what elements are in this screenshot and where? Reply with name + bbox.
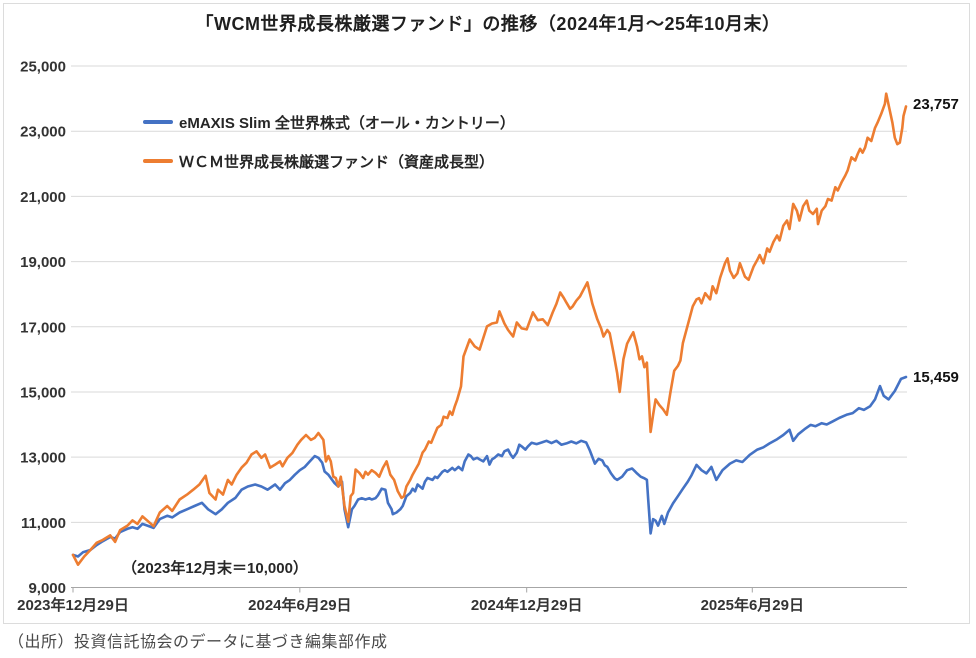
wcm-series-line: [71, 92, 908, 567]
wcm-end-value-label: 23,757: [913, 96, 959, 113]
legend-label-wcm: ＷＣＭ世界成長株厳選ファンド（資産成長型）: [179, 153, 495, 171]
x-axis-label: 2023年12月29日: [17, 596, 129, 614]
y-axis-label: 19,000: [20, 254, 66, 271]
baseline-annotation: （2023年12月末＝10,000）: [122, 560, 308, 577]
y-axis-label: 13,000: [20, 450, 66, 467]
x-axis-label: 2025年6月29日: [701, 596, 804, 614]
source-note: （出所）投資信託協会のデータに基づき編集部作成: [8, 634, 388, 651]
series-lines: [71, 92, 908, 567]
x-axis-label: 2024年6月29日: [248, 596, 351, 614]
legend-label-emaxis: eMAXIS Slim 全世界株式（オール・カントリー）: [179, 114, 515, 132]
x-axis-label: 2024年12月29日: [471, 596, 583, 614]
y-axis-label: 11,000: [21, 515, 66, 532]
y-axis-label: 17,000: [20, 319, 66, 336]
legend-item-wcm: ＷＣＭ世界成長株厳選ファンド（資産成長型）: [143, 149, 515, 173]
chart-title: 「WCM世界成長株厳選ファンド」の推移（2024年1月～25年10月末）: [195, 14, 781, 34]
gridlines: [71, 65, 907, 588]
y-axis-label: 25,000: [20, 59, 66, 76]
legend-item-emaxis: eMAXIS Slim 全世界株式（オール・カントリー）: [143, 110, 515, 134]
emaxis-line-swatch: [143, 120, 173, 124]
y-axis-label: 9,000: [28, 580, 66, 597]
legend: eMAXIS Slim 全世界株式（オール・カントリー） ＷＣＭ世界成長株厳選フ…: [143, 110, 515, 173]
emaxis-end-value-label: 15,459: [913, 369, 959, 386]
y-axis-label: 15,000: [20, 384, 66, 401]
wcm-line-swatch: [143, 159, 173, 163]
y-axis-label: 21,000: [20, 189, 66, 206]
x-axis: 2023年12月29日 2024年6月29日 2024年12月29日 2025年6月2…: [17, 587, 804, 614]
y-axis-label: 23,000: [20, 124, 66, 141]
emaxis-series-line: [71, 375, 908, 558]
y-axis-labels: 9,000 11,000 13,000 15,000 17,000 19,000 21,00…: [20, 59, 66, 598]
